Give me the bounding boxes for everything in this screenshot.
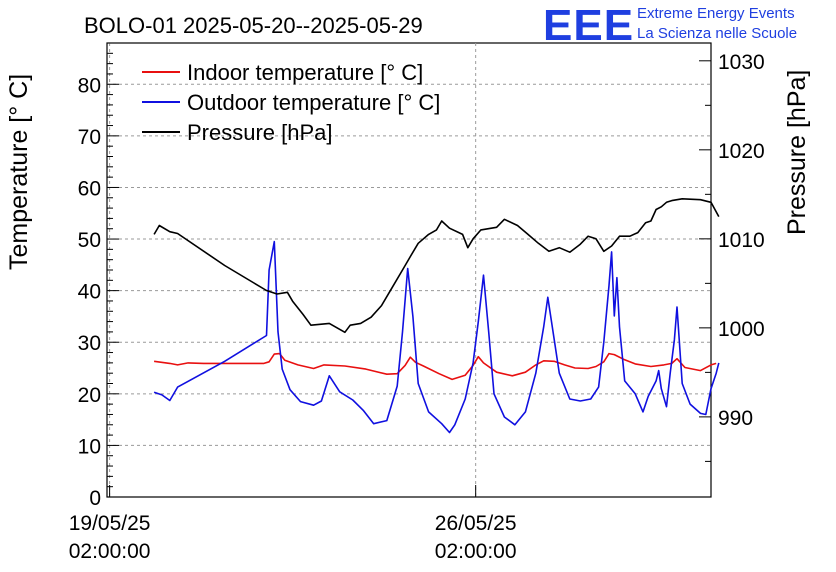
y-left-tick-label: 10 [78, 435, 101, 458]
y-left-tick-label: 20 [78, 384, 101, 407]
pressure-line [153, 198, 720, 334]
legend-label-indoor: Indoor temperature [° C] [187, 60, 423, 85]
y-left-tick-label: 60 [78, 177, 101, 200]
x-tick-label-time: 02:00:00 [435, 540, 517, 563]
indoor-temperature-line [153, 352, 717, 381]
y-right-tick-label: 1000 [718, 318, 765, 341]
chart-title: BOLO-01 2025-05-20--2025-05-29 [84, 13, 423, 38]
y-left-tick-label: 70 [78, 126, 101, 149]
logo-line-2: La Scienza nelle Scuole [637, 25, 797, 42]
left-axis: 0 10 20 30 40 50 60 70 80 [78, 42, 119, 510]
legend: Indoor temperature [° C] Outdoor tempera… [142, 60, 440, 145]
legend-label-pressure: Pressure [hPa] [187, 120, 333, 145]
y-axis-right-title: Pressure [hPa] [783, 70, 811, 235]
grid-lines [107, 43, 711, 497]
y-right-tick-label: 1020 [718, 140, 765, 163]
y-left-tick-label: 50 [78, 229, 101, 252]
y-left-tick-label: 80 [78, 74, 101, 97]
y-right-tick-label: 1010 [718, 229, 765, 252]
outdoor-temperature-line [153, 240, 720, 434]
logo-line-1: Extreme Energy Events [637, 5, 795, 22]
right-axis: 990 1000 1010 1020 1030 [699, 51, 765, 462]
x-tick-label-date: 19/05/25 [69, 512, 151, 535]
eee-logo: EEE Extreme Energy Events La Scienza nel… [543, 1, 797, 50]
x-tick-label-date: 26/05/25 [435, 512, 517, 535]
y-axis-left-title: Temperature [° C] [5, 74, 33, 270]
y-left-tick-label: 0 [89, 487, 101, 510]
legend-label-outdoor: Outdoor temperature [° C] [187, 90, 440, 115]
x-axis: 19/05/25 02:00:00 26/05/25 02:00:00 [69, 485, 517, 563]
y-right-tick-label: 990 [718, 407, 753, 430]
logo-mark: EEE [543, 1, 634, 50]
series-layer [153, 198, 720, 434]
y-left-tick-label: 30 [78, 332, 101, 355]
x-tick-label-time: 02:00:00 [69, 540, 151, 563]
y-right-tick-label: 1030 [718, 51, 765, 74]
y-left-tick-label: 40 [78, 281, 101, 304]
